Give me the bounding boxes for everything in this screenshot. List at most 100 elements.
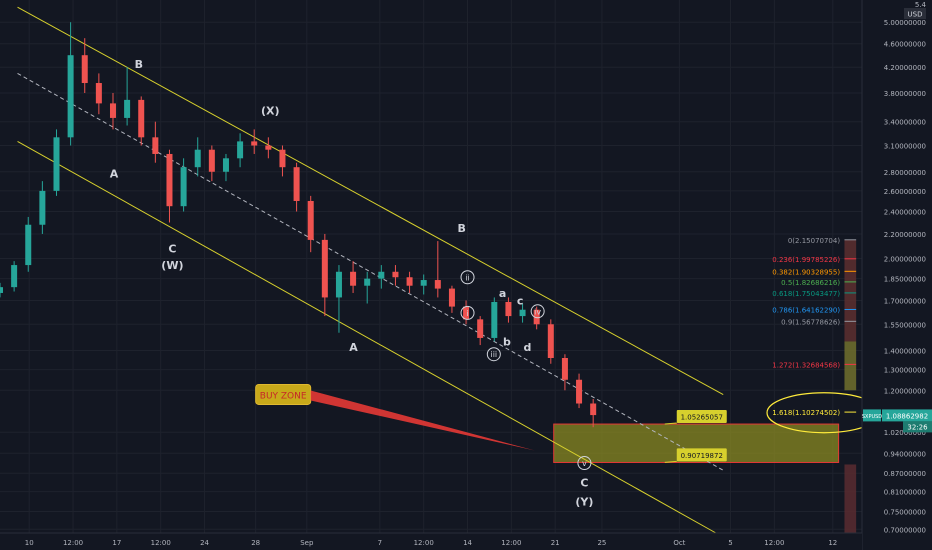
candle-body [265, 145, 272, 150]
candle-body [364, 278, 371, 286]
price-tick-label: 2.00000000 [884, 256, 926, 264]
currency-badge[interactable] [904, 8, 926, 19]
callout-badge[interactable] [676, 410, 727, 424]
channel-upper-line[interactable] [17, 6, 724, 396]
time-tick-label: 10 [25, 539, 34, 547]
fib-level-label: 0.236(1.99785226) [772, 256, 840, 264]
candle-body [138, 99, 145, 138]
time-tick-label: 24 [200, 539, 209, 547]
candle-body [293, 167, 300, 201]
candle-body [124, 99, 131, 118]
callout-badge[interactable] [676, 448, 727, 462]
countdown-value: 32:26 [907, 423, 928, 431]
price-tick-label: 5.00000000 [884, 19, 926, 27]
candles [0, 22, 597, 428]
price-tick-label: 1.70000000 [884, 297, 926, 305]
candle-body [279, 149, 286, 168]
buy-zone-arrow [310, 390, 535, 451]
fib-level-label: 0(2.15070704) [788, 237, 840, 245]
candle-body [590, 403, 597, 416]
buy-zone[interactable] [553, 423, 840, 463]
wave-label: (X) [261, 105, 280, 118]
time-tick-label: 5 [728, 539, 732, 547]
time-tick-label: 14 [463, 539, 472, 547]
channel-midline[interactable] [17, 72, 724, 471]
time-tick-label: 12:00 [501, 539, 521, 547]
time-tick-label: 17 [112, 539, 121, 547]
fib-level-label: 1.272(1.32684568) [772, 361, 840, 369]
price-tick-label: 1.55000000 [884, 321, 926, 329]
candle-body [576, 379, 583, 404]
time-axis-bg [0, 533, 862, 550]
price-tick-label: 2.60000000 [884, 188, 926, 196]
wave-label-circle [460, 305, 475, 320]
candle-body [533, 309, 540, 325]
fib-level-label: 1.618(1.10274502) [772, 409, 840, 417]
wave-label: B [457, 222, 465, 235]
candle-body [166, 153, 173, 207]
fib-bar-red [844, 239, 857, 342]
candle-body [561, 358, 568, 380]
time-tick-label: Oct [673, 539, 685, 547]
price-tick-label: 3.40000000 [884, 119, 926, 127]
time-tick-label: 12:00 [63, 539, 83, 547]
wave-label-circle [486, 347, 501, 362]
price-tick-label: 2.80000000 [884, 169, 926, 177]
price-tick-label: 2.20000000 [884, 231, 926, 239]
wave-label: B [135, 58, 143, 71]
candle-body [81, 55, 88, 84]
buy-zone-rect[interactable] [553, 423, 840, 463]
last-price-tag [882, 409, 932, 422]
candle-body [251, 141, 258, 146]
last-price-value: 1.08862982 [886, 412, 928, 420]
candle-body [505, 301, 512, 317]
fib-level-label: 0.786(1.64162290) [772, 306, 840, 314]
fibonacci-extension[interactable]: 0(2.15070704) 0.236(1.99785226) 0.382(1.90… [772, 237, 857, 533]
trend-channel[interactable] [17, 6, 724, 534]
candle-body [208, 149, 215, 172]
price-tick-label: 3.80000000 [884, 90, 926, 98]
time-tick-label: 7 [378, 539, 382, 547]
callout-value: 1.05265057 [681, 414, 723, 422]
price-tick-partial: 5.4 [915, 1, 927, 9]
price-tick-label: 0.75000000 [884, 508, 926, 516]
candle-body [519, 309, 526, 317]
wave-label: C [168, 242, 176, 255]
countdown-tag [903, 421, 932, 433]
price-tick-label: 3.10000000 [884, 143, 926, 151]
wave-label: b [503, 335, 511, 348]
wave-label: A [349, 341, 358, 354]
time-axis[interactable]: 10 12:00 17 12:00 24 28 Sep 7 12:00 14 12:00 21 25 Oc… [0, 532, 862, 550]
candle-body [237, 141, 244, 159]
callout-value: 0.90719872 [681, 452, 723, 460]
candle-body [392, 271, 399, 278]
annotations[interactable]: 1.05265057 0.90719872 BUY ZONE [255, 383, 882, 463]
candle-body [11, 265, 18, 288]
fib-level-label: 0.5(1.82686216) [781, 279, 840, 287]
channel-lower-line[interactable] [17, 140, 717, 534]
price-tick-label: 0.81000000 [884, 489, 926, 497]
time-tick-label: 21 [551, 539, 560, 547]
wave-label: (W) [161, 259, 183, 272]
time-tick-label: 12:00 [414, 539, 434, 547]
price-tick-label: 4.20000000 [884, 64, 926, 72]
currency-label: USD [908, 11, 923, 19]
fib-level-label: 0.382(1.90328955) [772, 268, 840, 276]
price-tick-label: 1.20000000 [884, 387, 926, 395]
price-tick-label: 1.40000000 [884, 348, 926, 356]
price-axis-bg [862, 0, 932, 550]
candle-body [53, 137, 60, 191]
wave-label: (Y) [575, 495, 593, 508]
price-tick-label: 0.94000000 [884, 450, 926, 458]
wave-label: v [582, 459, 587, 468]
candle-body [434, 280, 441, 289]
fib-bar-olive [844, 341, 857, 391]
time-tick-label: Sep [300, 539, 314, 547]
fib-level-label: 0.618(1.75043477) [772, 290, 840, 298]
candle-body [67, 55, 74, 138]
price-axis[interactable]: 5.00000000 4.60000000 4.20000000 3.80000000… [861, 0, 932, 550]
wave-label: d [523, 341, 531, 354]
candle-body [222, 158, 229, 172]
